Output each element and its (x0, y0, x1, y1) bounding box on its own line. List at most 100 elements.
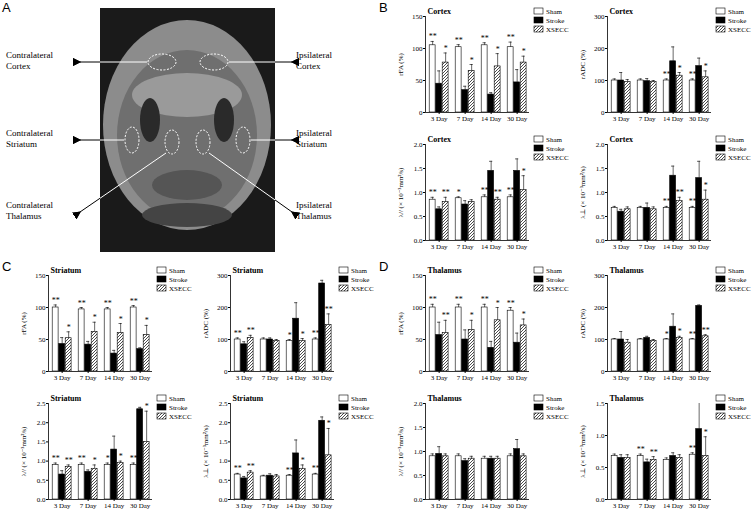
svg-text:IpsilateralCortex: IpsilateralCortex (296, 50, 332, 71)
svg-text:7 Day: 7 Day (457, 502, 474, 510)
svg-text:**: ** (130, 297, 138, 306)
svg-text:1.5: 1.5 (596, 400, 605, 408)
svg-text:14 Day: 14 Day (663, 115, 684, 123)
svg-text:Stroke: Stroke (546, 276, 564, 284)
svg-text:3 Day: 3 Day (431, 374, 448, 382)
svg-text:Sham: Sham (546, 136, 563, 144)
svg-text:0.0: 0.0 (596, 496, 605, 504)
svg-text:XSECC: XSECC (728, 413, 751, 421)
svg-text:**: ** (663, 70, 671, 79)
svg-text:Stroke: Stroke (728, 145, 746, 153)
svg-text:0.5: 0.5 (596, 464, 605, 472)
svg-text:200: 200 (594, 304, 605, 312)
svg-text:Sham: Sham (351, 267, 368, 275)
svg-text:7 Day: 7 Day (639, 243, 656, 251)
svg-text:*: * (288, 331, 292, 340)
svg-text:rADC (%): rADC (%) (202, 308, 210, 338)
svg-text:XSECC: XSECC (169, 413, 192, 421)
svg-text:*: * (496, 45, 500, 54)
svg-text:**: ** (286, 466, 294, 475)
svg-text:λ⊥ (× 10⁻³mm²/s): λ⊥ (× 10⁻³mm²/s) (579, 166, 587, 219)
svg-text:300: 300 (594, 13, 605, 21)
svg-text:50: 50 (39, 336, 47, 344)
svg-text:3 Day: 3 Day (613, 115, 630, 123)
svg-text:3 Day: 3 Day (431, 115, 448, 123)
svg-text:ContralateralThalamus: ContralateralThalamus (6, 200, 53, 221)
svg-text:0.5: 0.5 (596, 213, 605, 221)
svg-text:*: * (678, 327, 682, 336)
svg-text:1.0: 1.0 (219, 457, 228, 465)
svg-text:7 Day: 7 Day (80, 374, 97, 382)
svg-text:Striatum: Striatum (233, 266, 264, 275)
svg-text:14 Day: 14 Day (663, 243, 684, 251)
svg-text:100: 100 (35, 304, 46, 312)
svg-text:50: 50 (416, 336, 424, 344)
svg-text:XSECC: XSECC (728, 285, 751, 293)
svg-text:Thalamus: Thalamus (428, 394, 462, 403)
svg-text:14 Day: 14 Day (481, 374, 502, 382)
svg-text:200: 200 (594, 45, 605, 53)
svg-text:Stroke: Stroke (169, 404, 187, 412)
svg-text:Stroke: Stroke (351, 276, 369, 284)
svg-text:0: 0 (224, 368, 228, 376)
svg-text:*: * (301, 330, 305, 339)
svg-text:**: ** (312, 329, 320, 338)
svg-text:3 Day: 3 Day (236, 502, 253, 510)
svg-text:7 Day: 7 Day (262, 374, 279, 382)
svg-text:30 Day: 30 Day (507, 243, 528, 251)
svg-text:Striatum: Striatum (51, 394, 82, 403)
svg-text:150: 150 (35, 272, 46, 280)
svg-text:**: ** (442, 188, 450, 197)
svg-text:50: 50 (416, 77, 424, 85)
svg-text:2.0: 2.0 (414, 141, 423, 149)
svg-text:30 Day: 30 Day (507, 115, 528, 123)
svg-text:0.5: 0.5 (414, 472, 423, 480)
svg-text:rADC (%): rADC (%) (579, 49, 587, 79)
svg-text:1.5: 1.5 (414, 165, 423, 173)
svg-text:**: ** (507, 186, 515, 195)
svg-text:2.0: 2.0 (37, 419, 46, 427)
svg-text:100: 100 (217, 336, 228, 344)
svg-text:**: ** (507, 33, 515, 42)
svg-text:XSECC: XSECC (546, 285, 569, 293)
svg-text:**: ** (247, 462, 255, 471)
svg-text:*: * (522, 47, 526, 56)
svg-text:Stroke: Stroke (169, 276, 187, 284)
svg-text:*: * (301, 456, 305, 465)
svg-text:*: * (704, 62, 708, 71)
svg-text:*: * (470, 56, 474, 65)
svg-text:Sham: Sham (546, 267, 563, 275)
svg-text:XSECC: XSECC (728, 26, 751, 34)
svg-text:3 Day: 3 Day (613, 502, 630, 510)
svg-text:**: ** (442, 311, 450, 320)
svg-text:2.0: 2.0 (596, 141, 605, 149)
svg-text:*: * (119, 315, 123, 324)
svg-text:λ// (× 10⁻³mm²/s): λ// (× 10⁻³mm²/s) (20, 426, 28, 477)
svg-text:*: * (145, 402, 149, 411)
svg-text:**: ** (130, 454, 138, 463)
svg-text:Sham: Sham (169, 395, 186, 403)
svg-text:Striatum: Striatum (233, 394, 264, 403)
svg-text:7 Day: 7 Day (639, 374, 656, 382)
svg-text:2.0: 2.0 (414, 400, 423, 408)
svg-text:3 Day: 3 Day (54, 374, 71, 382)
svg-text:rFA (%): rFA (%) (397, 53, 405, 76)
svg-text:100: 100 (594, 336, 605, 344)
svg-text:Stroke: Stroke (546, 145, 564, 153)
svg-text:rFA (%): rFA (%) (20, 312, 28, 335)
svg-text:30 Day: 30 Day (689, 243, 710, 251)
svg-text:**: ** (429, 32, 437, 41)
svg-text:Cortex: Cortex (610, 135, 634, 144)
svg-text:**: ** (689, 444, 697, 453)
svg-text:*: * (145, 316, 149, 325)
svg-text:0.0: 0.0 (219, 496, 228, 504)
svg-text:ContralateralStriatum: ContralateralStriatum (6, 128, 53, 149)
svg-text:Thalamus: Thalamus (610, 266, 644, 275)
svg-text:0.5: 0.5 (414, 213, 423, 221)
svg-text:*: * (470, 311, 474, 320)
svg-text:Stroke: Stroke (728, 276, 746, 284)
svg-text:7 Day: 7 Day (639, 502, 656, 510)
svg-text:7 Day: 7 Day (639, 115, 656, 123)
svg-text:rADC (%): rADC (%) (579, 308, 587, 338)
svg-text:*: * (665, 330, 669, 339)
